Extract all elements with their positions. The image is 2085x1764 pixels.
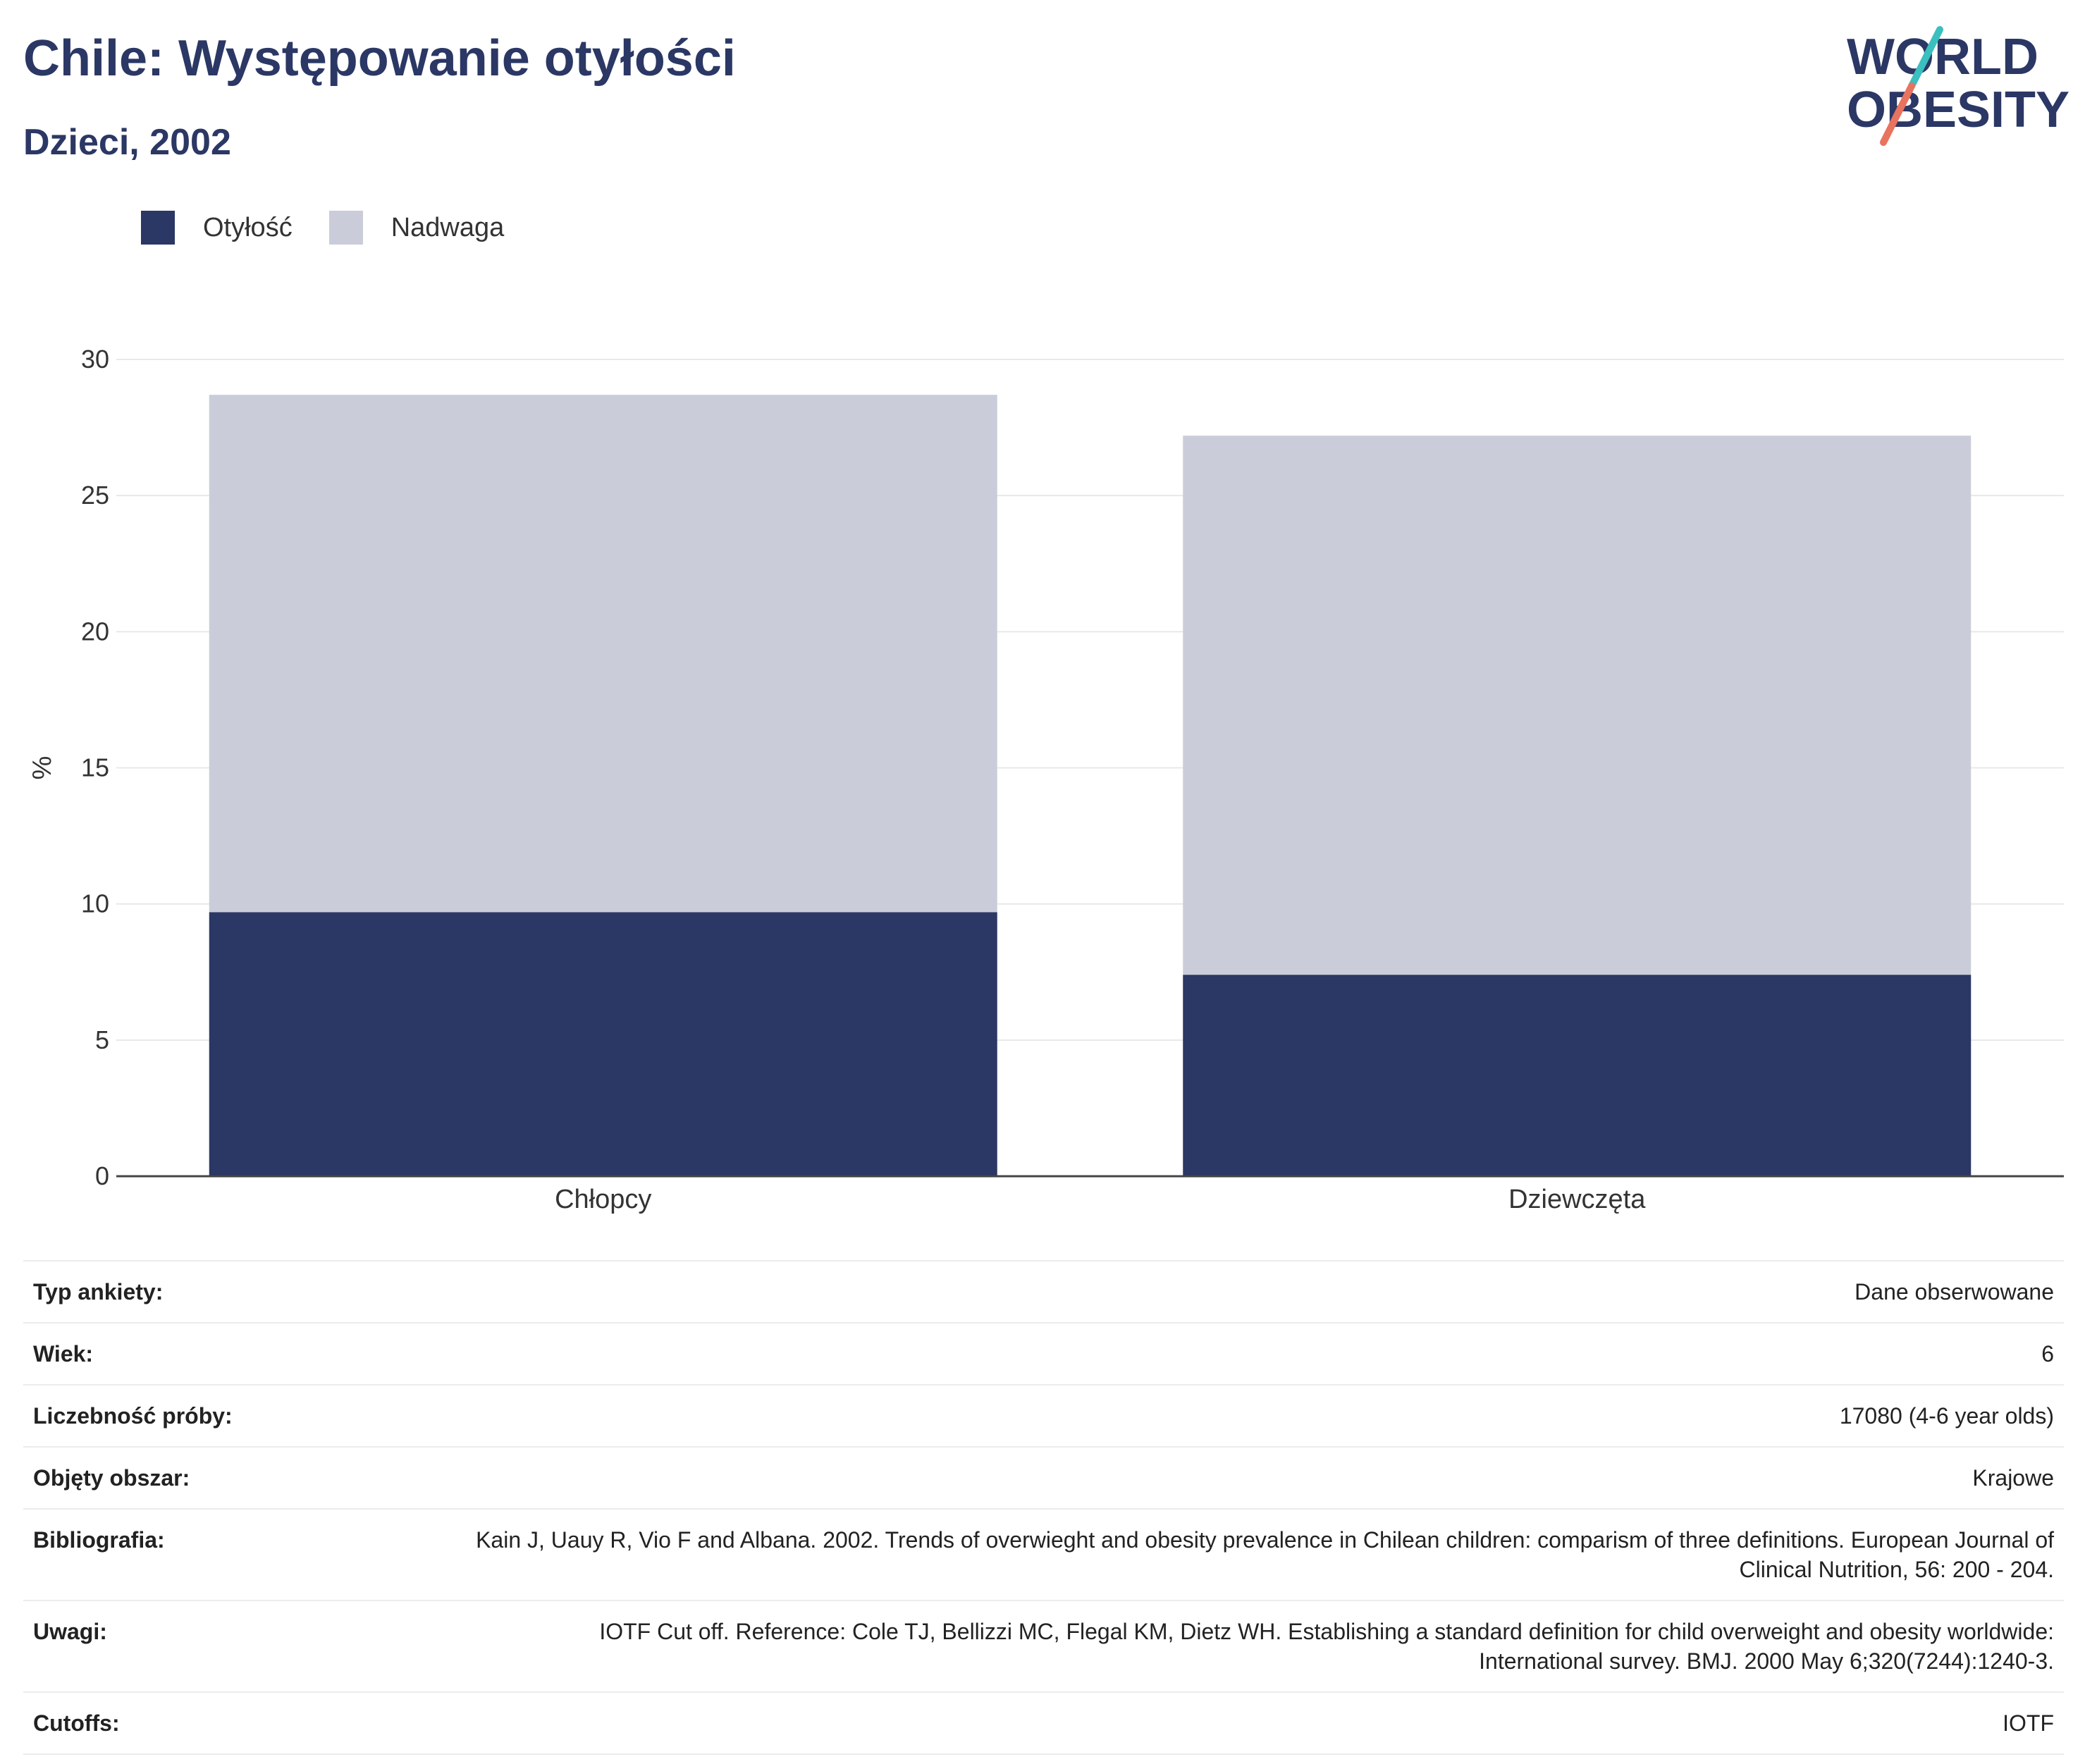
y-tick-label: 10 (81, 889, 109, 918)
details-row-cutoffs: Cutoffs: IOTF (23, 1692, 2064, 1754)
bar-obesity-0 (209, 912, 997, 1176)
details-row-area: Objęty obszar: Krajowe (23, 1447, 2064, 1509)
details-key: Bibliografia: (33, 1527, 165, 1553)
bar-obesity-1 (1183, 975, 1972, 1176)
details-value: IOTF (2003, 1710, 2054, 1736)
survey-details-table: Typ ankiety: Dane obserwowane Wiek: 6 Li… (23, 1260, 2064, 1755)
bar-overweight-1 (1183, 436, 1972, 975)
details-value: Kain J, Uauy R, Vio F and Albana. 2002. … (476, 1527, 2054, 1582)
chart-subtitle: Dzieci, 2002 (23, 122, 231, 163)
details-key: Objęty obszar: (33, 1465, 190, 1491)
details-value: 6 (2041, 1341, 2054, 1367)
stacked-bar-chart: 0 5 10 15 20 25 30% Chłopcy Dziewczęta (27, 345, 2064, 1214)
logo-slash-coral (1880, 82, 1915, 146)
legend-item-nadwaga: Nadwaga (328, 211, 505, 245)
y-tick-label: 30 (81, 345, 109, 374)
logo-word-world: WORLD (1847, 29, 2038, 85)
bar-overweight-0 (209, 395, 997, 913)
legend-label-nadwaga: Nadwaga (390, 212, 505, 242)
legend-label-otylosc: Otyłość (203, 212, 293, 242)
details-value: 17080 (4-6 year olds) (1839, 1403, 2054, 1429)
y-axis-title: % (27, 756, 57, 780)
y-tick-label: 15 (81, 753, 109, 782)
details-key: Liczebność próby: (33, 1403, 233, 1429)
logo-slash-teal (1908, 26, 1943, 90)
y-tick-label: 0 (95, 1161, 109, 1190)
world-obesity-logo: WORLD OBESITY (1847, 26, 2069, 146)
y-tick-label: 25 (81, 481, 109, 510)
details-value: Krajowe (1972, 1465, 2054, 1491)
y-tick-label: 20 (81, 617, 109, 646)
details-key: Wiek: (33, 1341, 94, 1367)
details-value: IOTF Cut off. Reference: Cole TJ, Belliz… (599, 1619, 2054, 1674)
chart-title: Chile: Występowanie otyłości (23, 30, 736, 87)
details-value: Dane obserwowane (1855, 1279, 2054, 1305)
legend-swatch-nadwaga (328, 211, 363, 245)
logo-word-obesity: OBESITY (1847, 82, 2069, 138)
legend-swatch-otylosc (141, 211, 175, 245)
y-tick-label: 5 (95, 1025, 109, 1054)
chart-legend: Otyłość Nadwaga (141, 208, 541, 247)
details-row-notes: Uwagi: IOTF Cut off. Reference: Cole TJ,… (23, 1600, 2064, 1692)
legend-item-otylosc: Otyłość (141, 211, 293, 245)
details-key: Uwagi: (33, 1619, 107, 1644)
details-key: Typ ankiety: (33, 1279, 164, 1305)
details-row-bibliography: Bibliografia: Kain J, Uauy R, Vio F and … (23, 1509, 2064, 1600)
x-tick-label: Dziewczęta (1508, 1185, 1646, 1214)
x-tick-label: Chłopcy (555, 1185, 651, 1214)
details-key: Cutoffs: (33, 1710, 120, 1736)
details-row-survey-type: Typ ankiety: Dane obserwowane (23, 1261, 2064, 1323)
details-row-age: Wiek: 6 (23, 1323, 2064, 1385)
details-row-sample-size: Liczebność próby: 17080 (4-6 year olds) (23, 1385, 2064, 1447)
